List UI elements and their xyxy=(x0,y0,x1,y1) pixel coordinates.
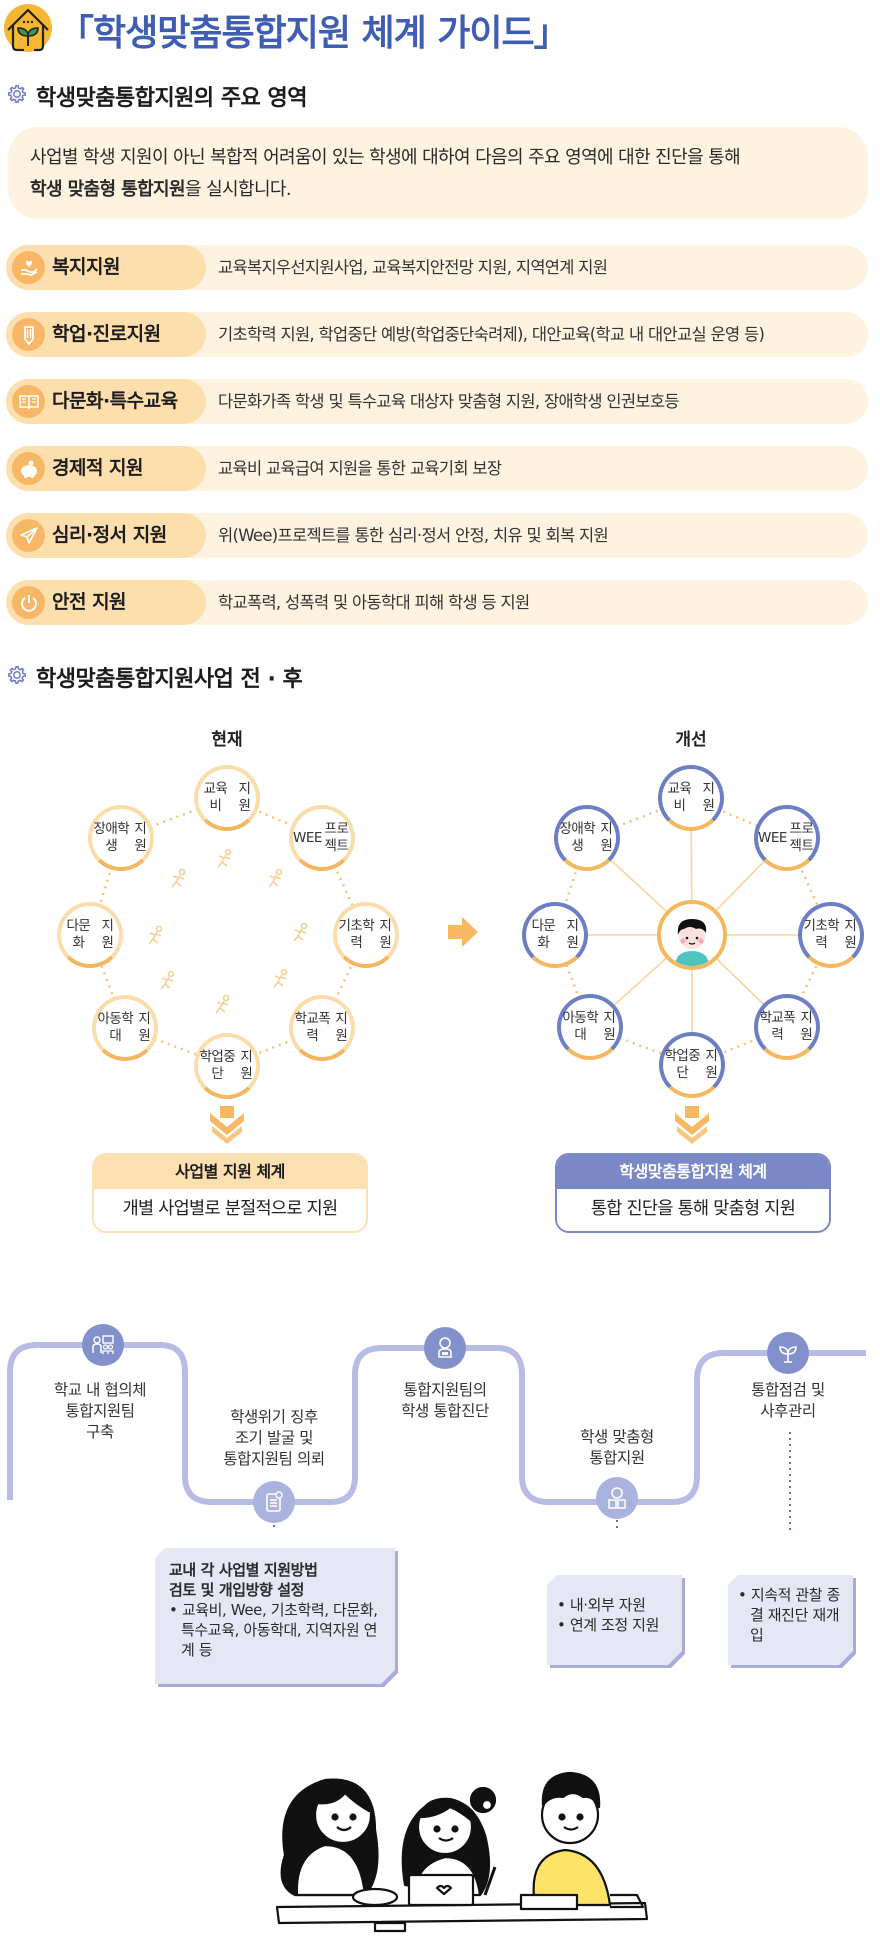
improved-node-education-cost: 교육비 지원 xyxy=(658,765,724,831)
paper-plane-icon xyxy=(12,519,45,552)
improved-system-desc: 통합 진단을 통해 맞춤형 지원 xyxy=(557,1189,829,1231)
gear-icon xyxy=(6,83,28,105)
team-board-icon xyxy=(82,1324,124,1366)
area-desc: 기초학력 지원, 학업중단 예방(학업중단숙려제), 대안교육(학교 내 대안교… xyxy=(218,325,765,344)
improved-node-basic-academic: 기초학력 지원 xyxy=(798,902,864,968)
area-row-safety: 안전 지원 학교폭력, 성폭력 및 아동학대 피해 학생 등 지원 xyxy=(6,580,868,625)
current-title: 현재 xyxy=(211,730,243,750)
intro-line1: 사업별 학생 지원이 아닌 복합적 어려움이 있는 학생에 대하여 다음의 주요… xyxy=(30,147,741,168)
arrow-right-icon xyxy=(448,917,478,947)
page-title: 「학생맞춤통합지원 체계 가이드」 xyxy=(58,13,570,54)
current-system-title: 사업별 지원 체계 xyxy=(94,1155,366,1189)
current-node-child-abuse: 아동학대 지원 xyxy=(92,995,158,1061)
sprout-icon xyxy=(767,1332,809,1374)
note-1-title: 교내 각 사업별 지원방법 검토 및 개입방향 설정 xyxy=(169,1561,318,1599)
improved-title: 개선 xyxy=(675,730,707,750)
pencil-icon xyxy=(12,318,45,351)
title-icon-house-sprout xyxy=(2,2,54,58)
area-row-academic: 학업·진로지원 기초학력 지원, 학업중단 예방(학업중단숙려제), 대안교육(… xyxy=(6,312,868,357)
area-label: 다문화·특수교육 xyxy=(52,390,178,412)
step-3-text: 통합지원팀의 학생 통합진단 xyxy=(401,1381,489,1420)
area-desc: 교육복지우선지원사업, 교육복지안전망 지원, 지역연계 지원 xyxy=(218,258,608,277)
improved-node-disabled-students: 장애학생 지원 xyxy=(554,805,620,871)
area-desc: 교육비 교육급여 지원을 통한 교육기회 보장 xyxy=(218,459,502,478)
note-box-3: 지속적 관찰 종결 재진단 재개입 xyxy=(728,1575,853,1665)
step-4-text: 학생 맞춤형 통합지원 xyxy=(580,1428,654,1467)
area-pill: 심리·정서 지원 xyxy=(6,513,206,558)
improved-node-multicultural: 다문화 지원 xyxy=(522,902,588,968)
area-row-multicultural: 다문화·특수교육 다문화가족 학생 및 특수교육 대상자 맞춤형 지원, 장애학… xyxy=(6,379,868,424)
improved-node-child-abuse: 아동학대 지원 xyxy=(557,994,623,1060)
section-heading-areas: 학생맞춤통합지원의 주요 영역 xyxy=(36,86,307,111)
area-desc: 학교폭력, 성폭력 및 아동학대 피해 학생 등 지원 xyxy=(218,593,530,612)
hand-heart-icon xyxy=(12,251,45,284)
intro-rest: 을 실시합니다. xyxy=(184,179,292,200)
area-label: 복지지원 xyxy=(52,256,120,278)
area-row-emotional: 심리·정서 지원 위(Wee)프로젝트를 통한 심리·정서 안정, 치유 및 회… xyxy=(6,513,868,558)
area-label: 경제적 지원 xyxy=(52,457,144,479)
step-1-text: 학교 내 협의체 통합지원팀 구축 xyxy=(53,1381,147,1441)
area-desc: 다문화가족 학생 및 특수교육 대상자 맞춤형 지원, 장애학생 인권보호등 xyxy=(218,392,680,411)
current-node-education-cost: 교육비 지원 xyxy=(194,765,260,831)
note-3-bullets: 지속적 관찰 종결 재진단 재개입 xyxy=(738,1585,843,1645)
section-heading-before-after: 학생맞춤통합지원사업 전 · 후 xyxy=(36,667,303,692)
down-chevron-icons xyxy=(210,1106,709,1144)
person-reading-icon xyxy=(596,1477,638,1519)
area-desc: 위(Wee)프로젝트를 통한 심리·정서 안정, 치유 및 회복 지원 xyxy=(218,526,609,545)
current-system-box: 사업별 지원 체계 개별 사업별로 분절적으로 지원 xyxy=(92,1153,368,1233)
student-avatar-icon xyxy=(656,899,728,971)
step-2-text: 학생위기 징후 조기 발굴 및 통합지원팀 의뢰 xyxy=(223,1408,325,1468)
current-node-multicultural: 다문화 지원 xyxy=(57,902,123,968)
book-icon xyxy=(12,385,45,418)
intro-bold: 학생 맞춤형 통합지원 xyxy=(30,179,186,200)
current-node-school-violence: 학교폭력 지원 xyxy=(289,995,355,1061)
three-students-studying-illustration xyxy=(265,1745,655,1945)
note-1-bullets: 교육비, Wee, 기초학력, 다문화, 특수교육, 아동학대, 지역자원 연계… xyxy=(169,1600,381,1660)
area-pill: 안전 지원 xyxy=(6,580,206,625)
current-system-desc: 개별 사업별로 분절적으로 지원 xyxy=(94,1189,366,1231)
person-laptop-icon xyxy=(424,1327,466,1369)
improved-node-wee: WEE 프로젝트 xyxy=(754,805,820,871)
area-row-economic: 경제적 지원 교육비 교육급여 지원을 통한 교육기회 보장 xyxy=(6,446,868,491)
current-node-basic-academic: 기초학력 지원 xyxy=(333,902,399,968)
area-label: 심리·정서 지원 xyxy=(52,524,167,546)
area-label: 학업·진로지원 xyxy=(52,323,161,345)
current-node-dropout: 학업중단 지원 xyxy=(194,1033,260,1099)
area-row-welfare: 복지지원 교육복지우선지원사업, 교육복지안전망 지원, 지역연계 지원 xyxy=(6,245,868,290)
running-person-icons xyxy=(148,848,308,1014)
gear-icon xyxy=(6,664,28,686)
current-node-wee: WEE 프로젝트 xyxy=(289,805,355,871)
current-node-disabled-students: 장애학생 지원 xyxy=(88,805,154,871)
area-pill: 복지지원 xyxy=(6,245,206,290)
clipboard-search-icon xyxy=(253,1481,295,1523)
step-5-text: 통합점검 및 사후관리 xyxy=(751,1381,825,1420)
process-path xyxy=(7,1342,866,1530)
area-pill: 경제적 지원 xyxy=(6,446,206,491)
piggy-bank-icon xyxy=(12,452,45,485)
improved-node-school-violence: 학교폭력 지원 xyxy=(754,994,820,1060)
improved-node-dropout: 학업중단 지원 xyxy=(659,1032,725,1098)
area-pill: 학업·진로지원 xyxy=(6,312,206,357)
intro-box: 사업별 학생 지원이 아닌 복합적 어려움이 있는 학생에 대하여 다음의 주요… xyxy=(8,127,868,219)
area-label: 안전 지원 xyxy=(52,591,127,613)
power-icon xyxy=(12,586,45,619)
improved-system-box: 학생맞춤통합지원 체계 통합 진단을 통해 맞춤형 지원 xyxy=(555,1153,831,1233)
improved-system-title: 학생맞춤통합지원 체계 xyxy=(557,1155,829,1189)
area-pill: 다문화·특수교육 xyxy=(6,379,206,424)
